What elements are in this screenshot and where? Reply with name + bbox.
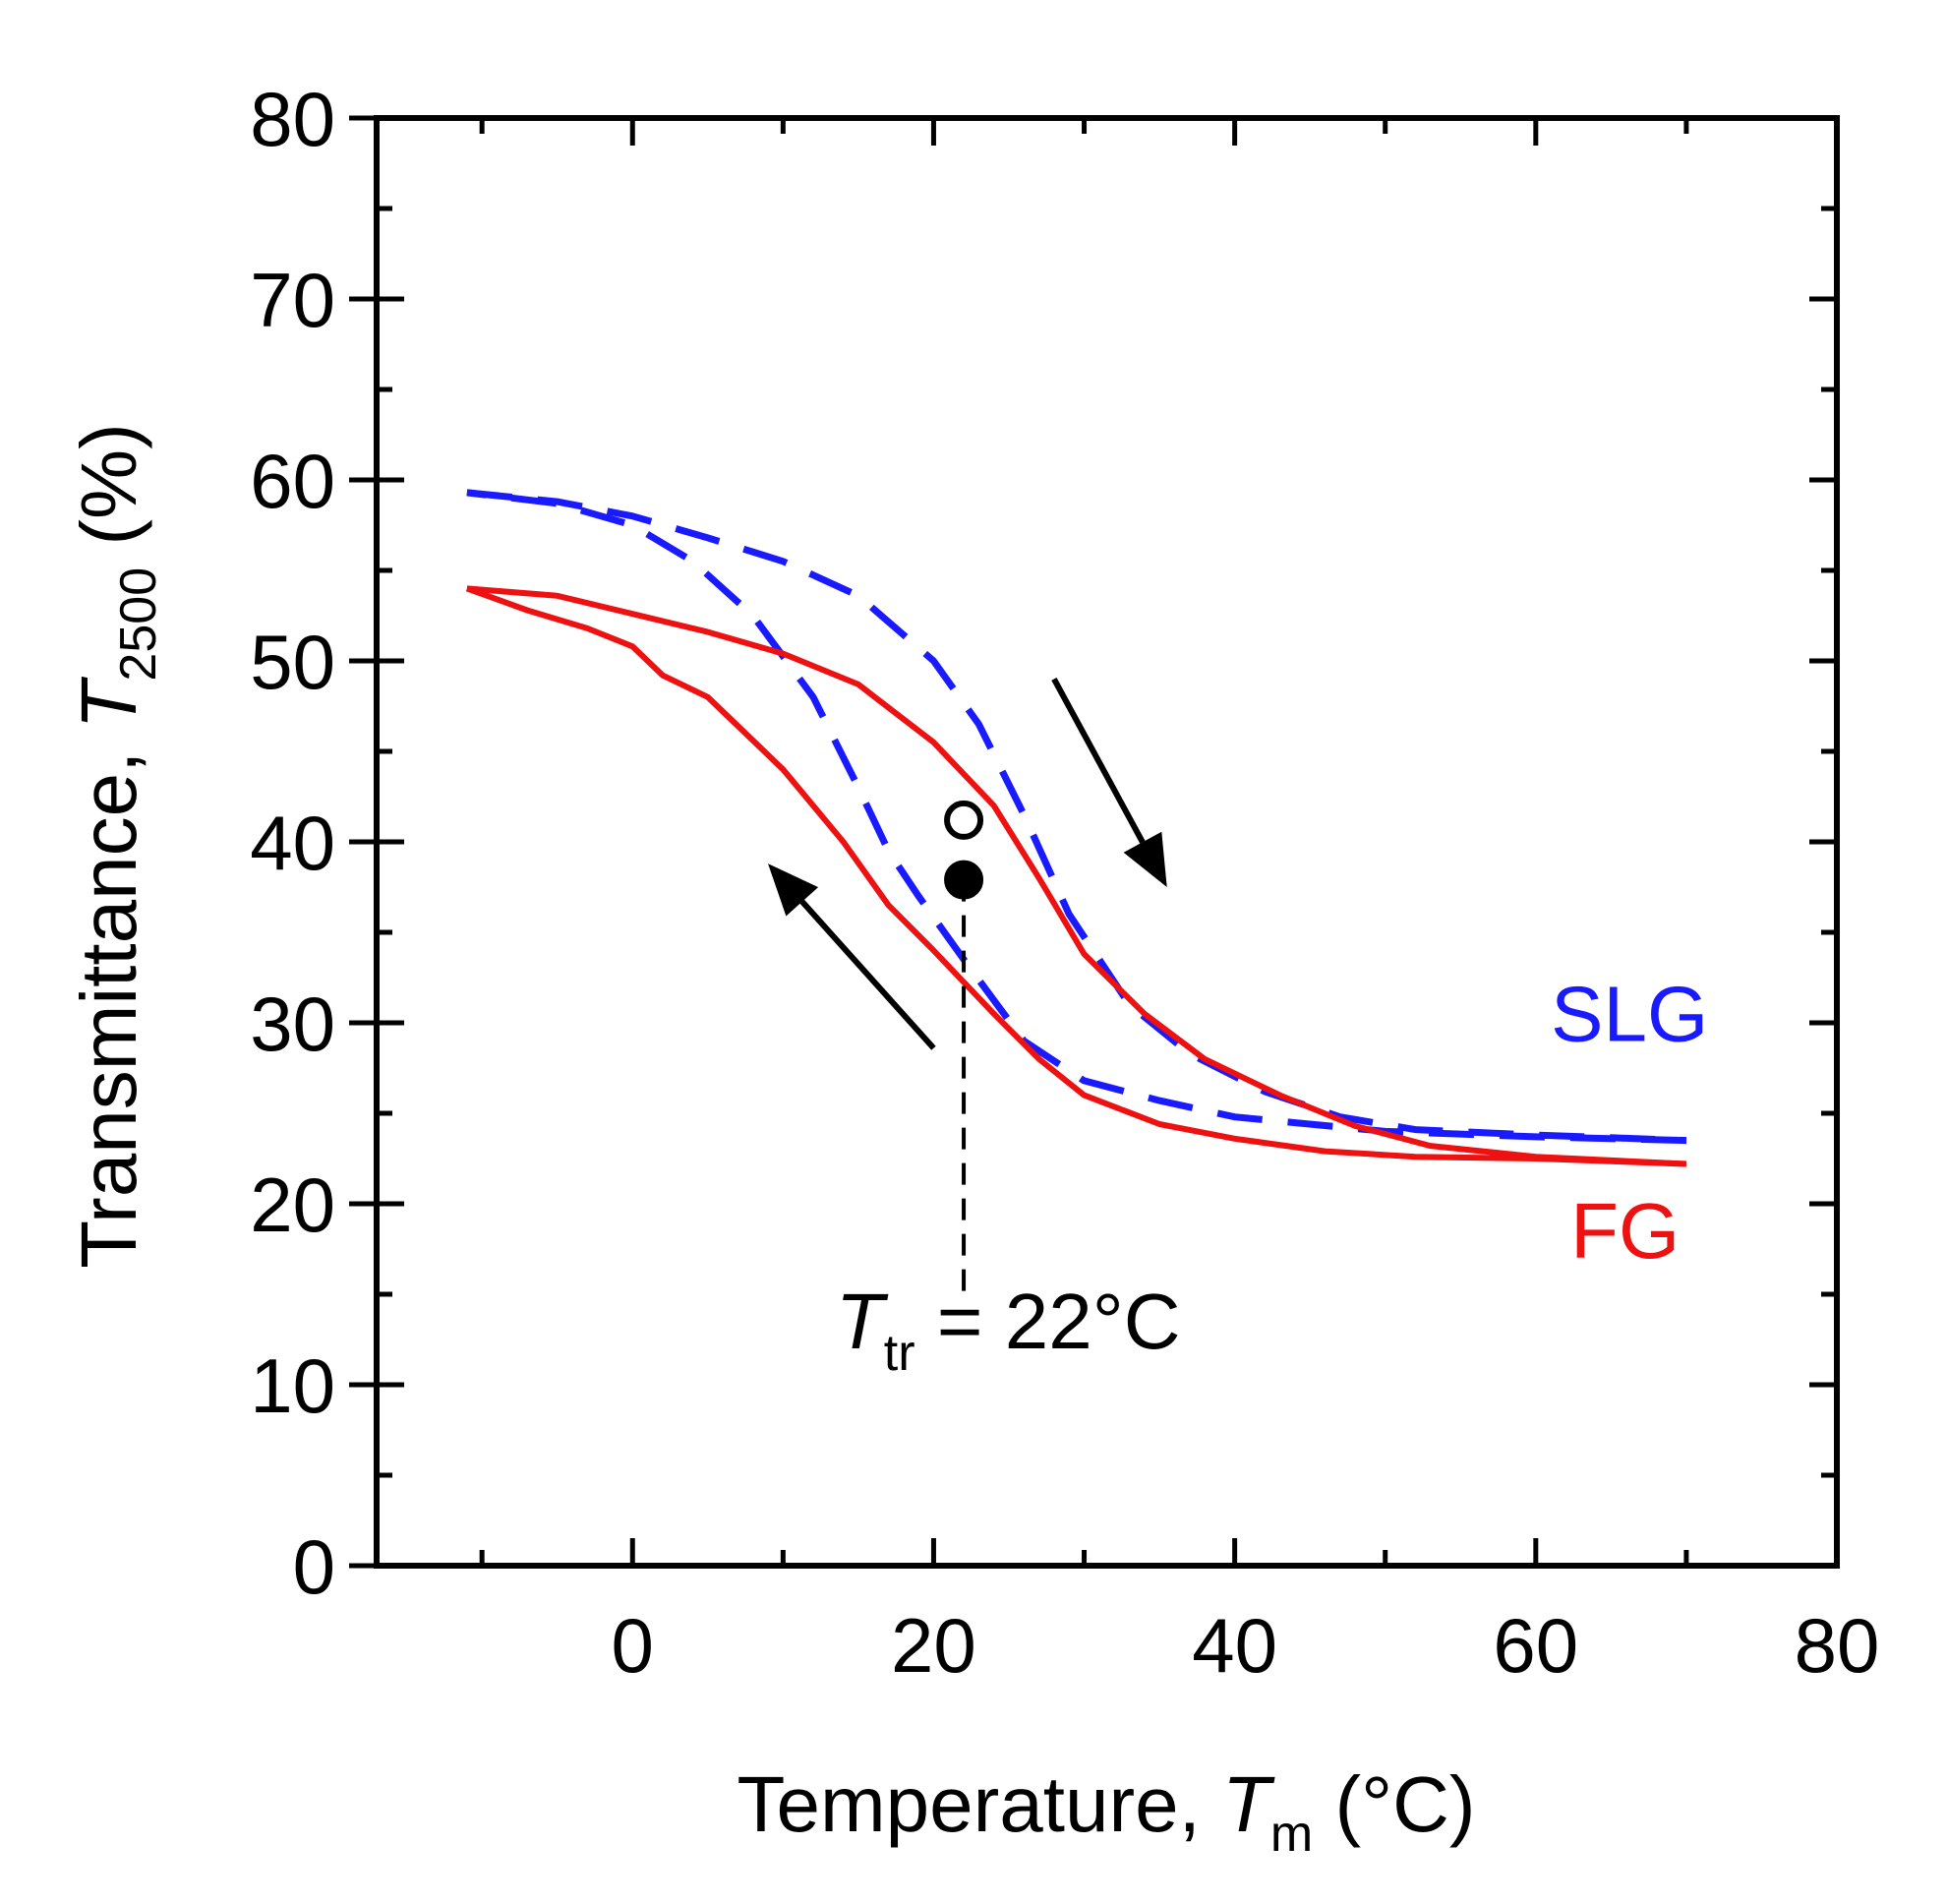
y-tick-label: 10 [250, 1342, 335, 1429]
y-tick-label: 30 [250, 981, 335, 1067]
series-line-fg-cooling [465, 585, 1687, 1167]
cooling-arrow-shaft [799, 899, 936, 1050]
cooling-arrow-head [768, 863, 819, 917]
y-tick-label: 50 [250, 619, 335, 705]
heating-arrow-head [1123, 831, 1167, 887]
series-lines [465, 489, 1687, 1167]
open-marker [944, 800, 984, 840]
x-tick-label: 80 [1795, 1602, 1880, 1689]
series-line-fg-heating [466, 585, 1687, 1167]
series-label-fg: FG [1570, 1187, 1680, 1275]
series-line-slg-heating [466, 489, 1687, 1145]
filled-marker [944, 860, 984, 900]
x-tick-label: 40 [1192, 1602, 1277, 1689]
heating-arrow-shaft [1051, 677, 1146, 844]
y-tick-label: 70 [250, 257, 335, 343]
x-tick-label: 20 [891, 1602, 976, 1689]
y-tick-label: 60 [250, 438, 335, 524]
y-tick-label: 20 [250, 1161, 335, 1248]
annotations [768, 677, 1167, 1294]
y-tick-label: 0 [293, 1523, 335, 1610]
x-tick-label: 60 [1493, 1602, 1578, 1689]
series-label-slg: SLG [1551, 970, 1708, 1057]
x-tick-label: 0 [612, 1602, 654, 1689]
x-tick-labels: 0 20 40 60 80 [612, 1602, 1880, 1689]
y-axis-title: Transmittance, T2500 (%) [65, 423, 167, 1269]
series-line-slg-cooling [466, 489, 1686, 1145]
plot-frame [374, 115, 1840, 1569]
y-tick-labels: 0 10 20 30 40 50 60 70 80 [250, 76, 335, 1610]
y-tick-label: 40 [250, 800, 335, 886]
y-tick-label: 80 [250, 76, 335, 162]
transition-temperature-label: Ttr = 22°C [836, 1278, 1181, 1382]
x-axis-title: Temperature, Tm (°C) [737, 1760, 1475, 1863]
